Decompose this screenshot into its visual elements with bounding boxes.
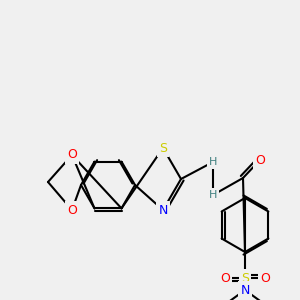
Text: S: S [159,142,167,154]
Text: S: S [241,272,249,284]
Text: O: O [67,203,77,217]
Text: O: O [220,272,230,284]
Text: O: O [67,148,77,161]
Text: H: H [209,190,217,200]
Text: H: H [209,157,217,167]
Text: O: O [260,272,270,284]
Text: O: O [255,154,265,166]
Text: N: N [240,284,250,296]
Text: N: N [158,203,168,217]
